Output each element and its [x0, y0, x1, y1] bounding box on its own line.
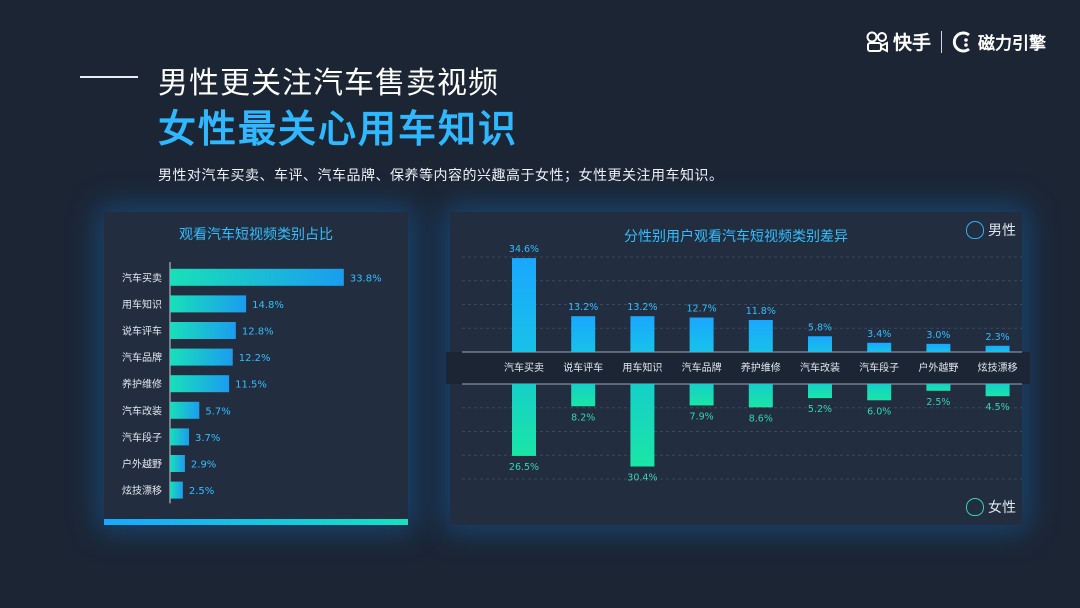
legend-female: 女性: [966, 497, 1016, 517]
female-data-label: 4.5%: [986, 402, 1010, 413]
female-bar: [689, 384, 714, 406]
bar: [170, 322, 236, 339]
magnetic-engine-logo: 磁力引擎: [952, 29, 1046, 54]
female-data-label: 7.9%: [690, 411, 714, 422]
kuaishou-icon: [866, 31, 888, 53]
right-chart-title: 分性别用户观看汽车短视频类别差异: [624, 229, 848, 245]
female-data-label: 26.5%: [509, 462, 539, 473]
female-data-label: 8.2%: [571, 412, 595, 423]
female-bar: [748, 384, 773, 408]
male-data-label: 13.2%: [568, 302, 598, 313]
gender-diff-chart: 34.6% 汽车买卖 26.5% 13.2% 说车评车 8.2% 13.2% 用车知识 30.4…: [462, 244, 1022, 484]
male-bar: [808, 336, 832, 352]
panel-accent-bar: [104, 519, 408, 525]
category-share-chart: 汽车买卖 33.8% 用车知识 14.8% 说车评车 12.8% 汽车品牌 12.2% 养护维修…: [122, 262, 382, 504]
left-chart-title: 观看汽车短视频类别占比: [179, 227, 333, 243]
male-bar: [867, 342, 892, 352]
category-tick-label: 汽车买卖: [504, 361, 544, 374]
female-data-label: 2.5%: [926, 397, 950, 408]
male-data-label: 5.8%: [808, 322, 832, 333]
male-bar: [748, 319, 773, 352]
female-avatar-icon: [966, 498, 984, 516]
category-tick-label: 养护维修: [122, 378, 162, 391]
male-bar: [926, 343, 951, 352]
male-bar: [571, 316, 596, 352]
bar: [170, 428, 190, 446]
male-avatar-icon: [966, 221, 984, 239]
male-data-label: 11.8%: [746, 306, 776, 317]
kuaishou-logo: 快手: [865, 28, 931, 55]
magnetic-engine-wordmark: 磁力引擎: [978, 34, 1046, 54]
category-tick-label: 户外越野: [122, 458, 162, 471]
bar: [170, 375, 230, 393]
female-bar: [630, 384, 655, 467]
title-decor-line: [80, 76, 138, 78]
data-label: 12.2%: [239, 353, 271, 364]
category-tick-label: 汽车改装: [800, 361, 840, 374]
bar: [170, 268, 344, 286]
female-data-label: 5.2%: [808, 404, 832, 415]
male-data-label: 2.3%: [986, 332, 1010, 343]
category-tick-label: 用车知识: [122, 298, 162, 311]
data-label: 11.5%: [235, 380, 267, 391]
female-data-label: 30.4%: [627, 473, 657, 484]
gender-diff-panel: 分性别用户观看汽车短视频类别差异 男性 女性 34.6% 汽车买卖 26.5% 13.…: [446, 212, 1030, 525]
data-label: 2.9%: [191, 460, 216, 471]
category-tick-label: 汽车买卖: [122, 271, 162, 284]
category-tick-label: 汽车段子: [859, 361, 899, 374]
category-tick-label: 养护维修: [741, 361, 781, 374]
male-data-label: 13.2%: [627, 302, 657, 313]
female-bar: [926, 384, 951, 391]
male-bar: [630, 316, 655, 352]
male-bar: [512, 258, 536, 352]
brand-divider: [941, 30, 942, 53]
legend-male: 男性: [966, 220, 1016, 240]
female-bar: [867, 384, 892, 401]
data-label: 5.7%: [205, 406, 230, 417]
category-share-panel: 观看汽车短视频类别占比 汽车买卖 33.8% 用车知识 14.8% 说车评车 12.8% 汽…: [104, 212, 408, 525]
male-bar: [689, 317, 714, 352]
female-bar: [571, 384, 596, 407]
male-data-label: 3.4%: [867, 329, 891, 340]
female-data-label: 8.6%: [749, 413, 773, 424]
category-tick-label: 汽车品牌: [122, 351, 162, 364]
magnetic-engine-icon: [952, 31, 970, 52]
bar: [170, 455, 185, 472]
category-tick-label: 户外越野: [918, 361, 958, 374]
bar: [170, 401, 200, 419]
category-tick-label: 说车评车: [563, 361, 603, 374]
category-tick-label: 汽车段子: [122, 431, 162, 444]
data-label: 12.8%: [242, 327, 274, 338]
legend-female-label: 女性: [988, 500, 1016, 516]
brand-logos: 快手 磁力引擎: [865, 28, 1046, 55]
bar: [170, 295, 247, 313]
male-data-label: 12.7%: [687, 304, 717, 315]
data-label: 14.8%: [252, 300, 284, 311]
page-title-line1: 男性更关注汽车售卖视频: [158, 66, 499, 101]
category-tick-label: 用车知识: [622, 361, 662, 374]
female-bar: [512, 384, 536, 456]
category-tick-label: 汽车品牌: [682, 361, 722, 374]
category-tick-label: 炫技漂移: [122, 484, 162, 497]
data-label: 2.5%: [189, 486, 214, 497]
category-tick-label: 汽车改装: [122, 404, 162, 417]
female-data-label: 6.0%: [867, 406, 891, 417]
bar: [170, 481, 183, 499]
data-label: 33.8%: [350, 273, 382, 284]
female-bar: [985, 384, 1010, 397]
bar: [170, 348, 233, 366]
male-data-label: 34.6%: [509, 244, 539, 255]
category-tick-label: 说车评车: [122, 325, 162, 338]
panel-split-gap: [446, 352, 1030, 384]
male-bar: [985, 345, 1010, 352]
data-label: 3.7%: [195, 433, 220, 444]
page-title-line2: 女性最关心用车知识: [158, 107, 519, 151]
page-subtitle: 男性对汽车买卖、车评、汽车品牌、保养等内容的兴趣高于女性；女性更关注用车知识。: [158, 168, 724, 184]
kuaishou-wordmark: 快手: [892, 32, 931, 54]
male-data-label: 3.0%: [926, 330, 950, 341]
legend-male-label: 男性: [988, 223, 1016, 239]
female-bar: [808, 384, 832, 399]
category-tick-label: 炫技漂移: [978, 361, 1018, 374]
